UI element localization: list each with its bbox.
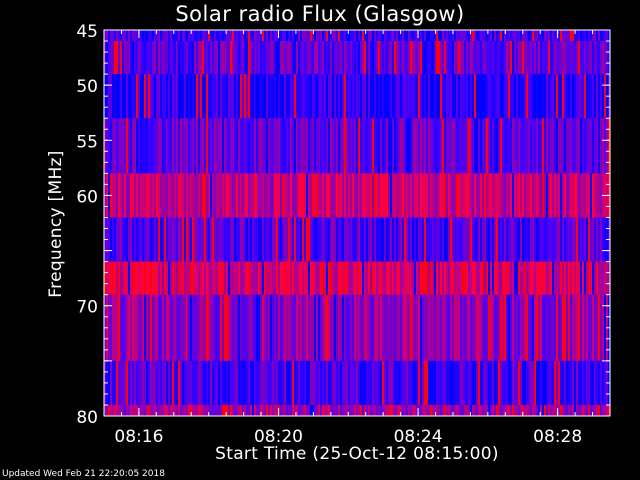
chart-title: Solar radio Flux (Glasgow) bbox=[175, 2, 465, 26]
frequency-band-0 bbox=[104, 30, 611, 42]
frequency-band-7 bbox=[104, 294, 611, 362]
y-tick-label: 70 bbox=[76, 298, 98, 318]
x-tick-label: 08:28 bbox=[533, 427, 582, 447]
frequency-band-2 bbox=[104, 74, 611, 119]
y-tick-label: 50 bbox=[76, 77, 98, 97]
y-tick-label: 45 bbox=[76, 22, 98, 42]
y-tick-label: 80 bbox=[76, 408, 98, 428]
frequency-band-4 bbox=[104, 173, 611, 218]
updated-timestamp: Updated Wed Feb 21 22:20:05 2018 bbox=[2, 469, 165, 479]
y-tick-label: 60 bbox=[76, 187, 98, 207]
frequency-band-6 bbox=[104, 261, 611, 296]
frequency-band-5 bbox=[104, 217, 611, 262]
x-axis-label: Start Time (25-Oct-12 08:15:00) bbox=[215, 444, 499, 464]
x-tick-label: 08:16 bbox=[114, 427, 163, 447]
plot-frame bbox=[103, 29, 611, 417]
frequency-band-3 bbox=[104, 118, 611, 174]
frequency-band-1 bbox=[104, 41, 611, 75]
y-axis-label: Frequency [MHz] bbox=[46, 150, 66, 298]
x-tick-label: 08:20 bbox=[254, 427, 303, 447]
y-tick-label: 55 bbox=[76, 132, 98, 152]
x-tick-label: 08:24 bbox=[394, 427, 443, 447]
frequency-band-9 bbox=[104, 404, 611, 417]
frequency-band-8 bbox=[104, 360, 611, 406]
